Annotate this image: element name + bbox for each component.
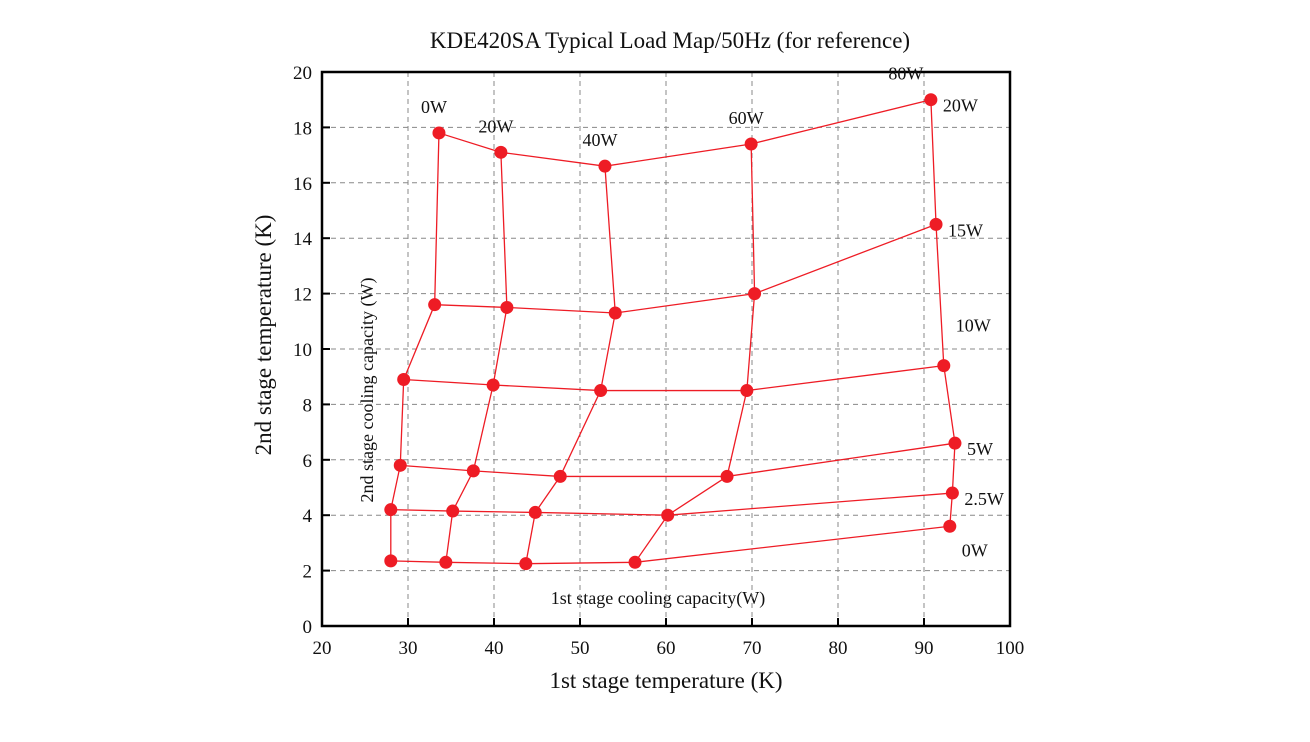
point <box>486 378 500 392</box>
row-axis-label: 2nd stage cooling capacity (W) <box>357 278 378 503</box>
x-tick-label: 90 <box>915 638 934 659</box>
row-line <box>403 364 944 392</box>
point <box>519 557 533 571</box>
point <box>924 93 938 107</box>
column-line <box>634 144 756 563</box>
point <box>945 486 959 500</box>
column-line <box>390 132 440 561</box>
point <box>393 458 407 472</box>
y-tick-label: 12 <box>293 285 312 306</box>
chart-title: KDE420SA Typical Load Map/50Hz (for refe… <box>430 28 910 53</box>
point <box>661 508 675 522</box>
x-tick-label: 40 <box>485 638 504 659</box>
point <box>740 384 754 398</box>
x-axis-label: 1st stage temperature (K) <box>549 668 782 693</box>
column-line <box>930 99 956 527</box>
point <box>553 469 567 483</box>
column-label: 0W <box>421 97 447 117</box>
point <box>594 384 608 398</box>
column-label: 60W <box>729 108 764 128</box>
row-label: 2.5W <box>964 489 1004 509</box>
y-tick-label: 8 <box>303 395 313 416</box>
y-tick-label: 18 <box>293 118 312 139</box>
point <box>466 464 480 478</box>
y-tick-label: 6 <box>303 451 313 472</box>
plot-frame <box>320 70 1012 628</box>
point <box>720 469 734 483</box>
point <box>937 359 951 373</box>
point <box>598 159 612 173</box>
y-tick-label: 2 <box>303 562 313 583</box>
y-tick-label: 0 <box>303 617 313 638</box>
column-line <box>445 152 508 563</box>
column-label: 80W <box>888 64 923 84</box>
row-label: 20W <box>943 96 978 116</box>
point <box>948 436 962 450</box>
y-tick-label: 4 <box>303 506 313 527</box>
point <box>384 554 398 568</box>
x-tick-label: 60 <box>657 638 676 659</box>
row-label: 15W <box>948 220 983 240</box>
point <box>439 555 453 569</box>
x-tick-label: 70 <box>743 638 762 659</box>
column-axis-label: 1st stage cooling capacity(W) <box>551 588 765 609</box>
row-label: 0W <box>962 540 988 560</box>
column-line <box>525 166 616 564</box>
point <box>628 555 642 569</box>
point <box>608 306 622 320</box>
x-tick-label: 20 <box>313 638 332 659</box>
point <box>428 298 442 312</box>
point <box>943 519 957 533</box>
y-axis-label: 2nd stage temperature (K) <box>251 215 276 456</box>
column-label: 40W <box>582 130 617 150</box>
point <box>528 505 542 519</box>
y-tick-label: 16 <box>293 174 312 195</box>
row-label: 5W <box>967 439 993 459</box>
point <box>494 145 508 159</box>
point <box>500 300 514 314</box>
row-line <box>390 525 950 565</box>
point <box>432 126 446 140</box>
point <box>744 137 758 151</box>
row-line <box>434 223 937 314</box>
point <box>397 372 411 386</box>
x-tick-label: 100 <box>996 638 1025 659</box>
point <box>929 217 943 231</box>
row-label: 10W <box>956 316 991 336</box>
point <box>446 504 460 518</box>
point <box>384 503 398 517</box>
y-tick-label: 14 <box>293 229 313 250</box>
x-tick-label: 50 <box>571 638 590 659</box>
x-tick-label: 30 <box>399 638 418 659</box>
y-tick-label: 20 <box>293 63 312 84</box>
y-tick-label: 10 <box>293 340 312 361</box>
x-tick-label: 80 <box>829 638 848 659</box>
column-label: 20W <box>478 116 513 136</box>
point <box>748 287 762 301</box>
